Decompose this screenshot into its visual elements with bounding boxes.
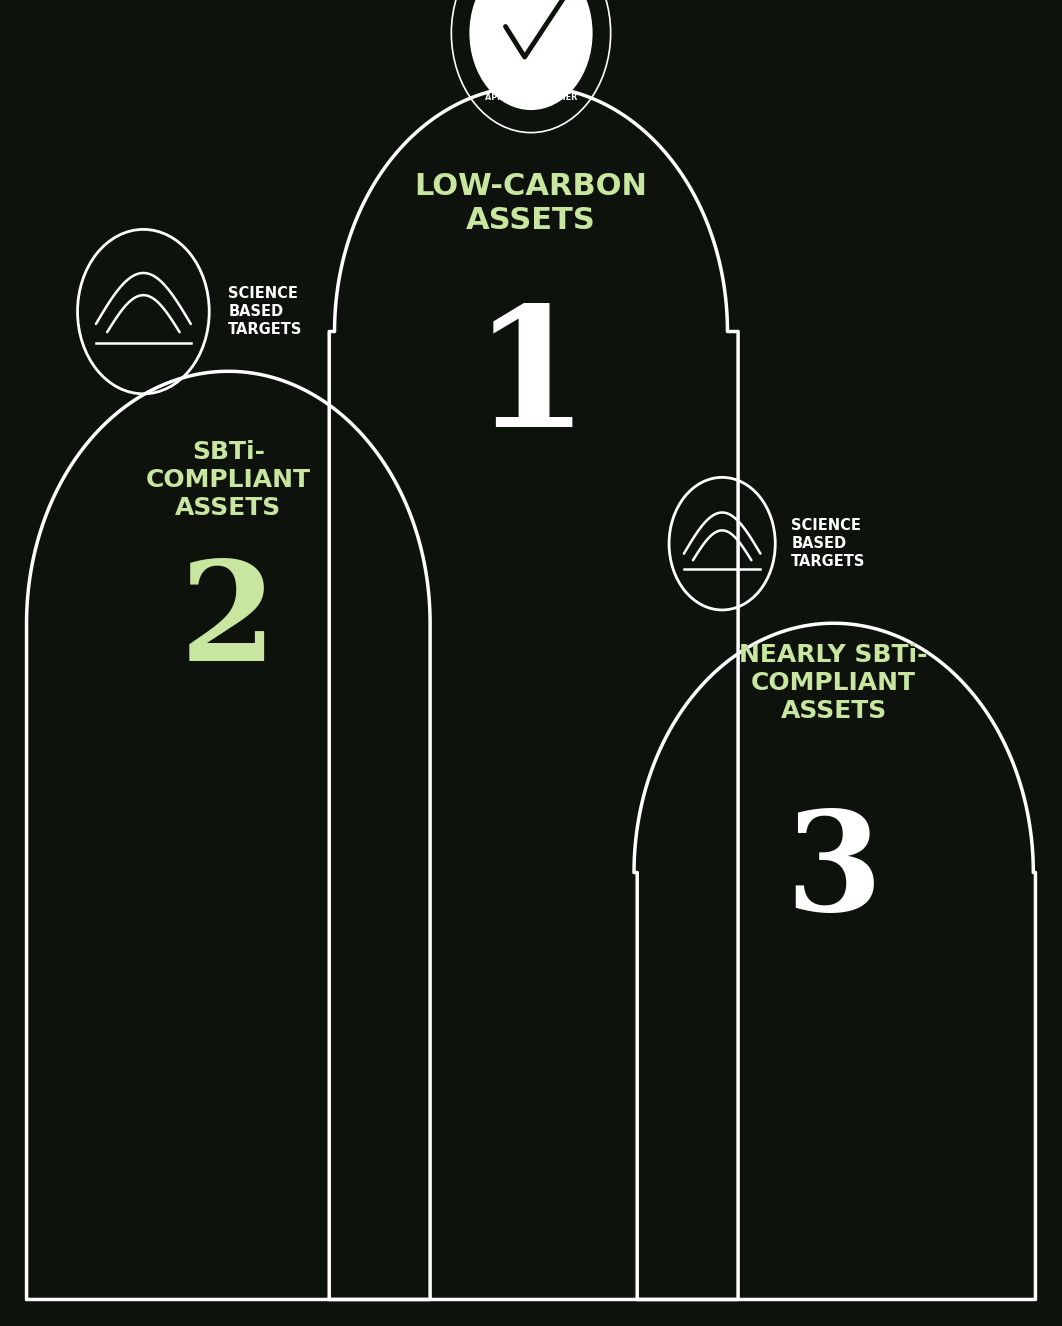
Text: SCIENCE
BASED
TARGETS: SCIENCE BASED TARGETS (228, 286, 303, 337)
Polygon shape (27, 371, 430, 1299)
Text: LOW-CARBON
ASSETS: LOW-CARBON ASSETS (414, 172, 648, 235)
Polygon shape (329, 86, 738, 1299)
Text: SBTi-
COMPLIANT
ASSETS: SBTi- COMPLIANT ASSETS (145, 440, 311, 520)
Text: 1: 1 (473, 300, 589, 461)
Text: 2: 2 (181, 556, 276, 691)
Text: SCIENCE
BASED
TARGETS: SCIENCE BASED TARGETS (791, 518, 866, 569)
Text: APPROVED VERIFIER: APPROVED VERIFIER (485, 93, 577, 102)
Text: 3: 3 (785, 805, 883, 940)
Text: NEARLY SBTi-
COMPLIANT
ASSETS: NEARLY SBTi- COMPLIANT ASSETS (739, 643, 928, 723)
Circle shape (469, 0, 593, 110)
Polygon shape (634, 623, 1035, 1299)
